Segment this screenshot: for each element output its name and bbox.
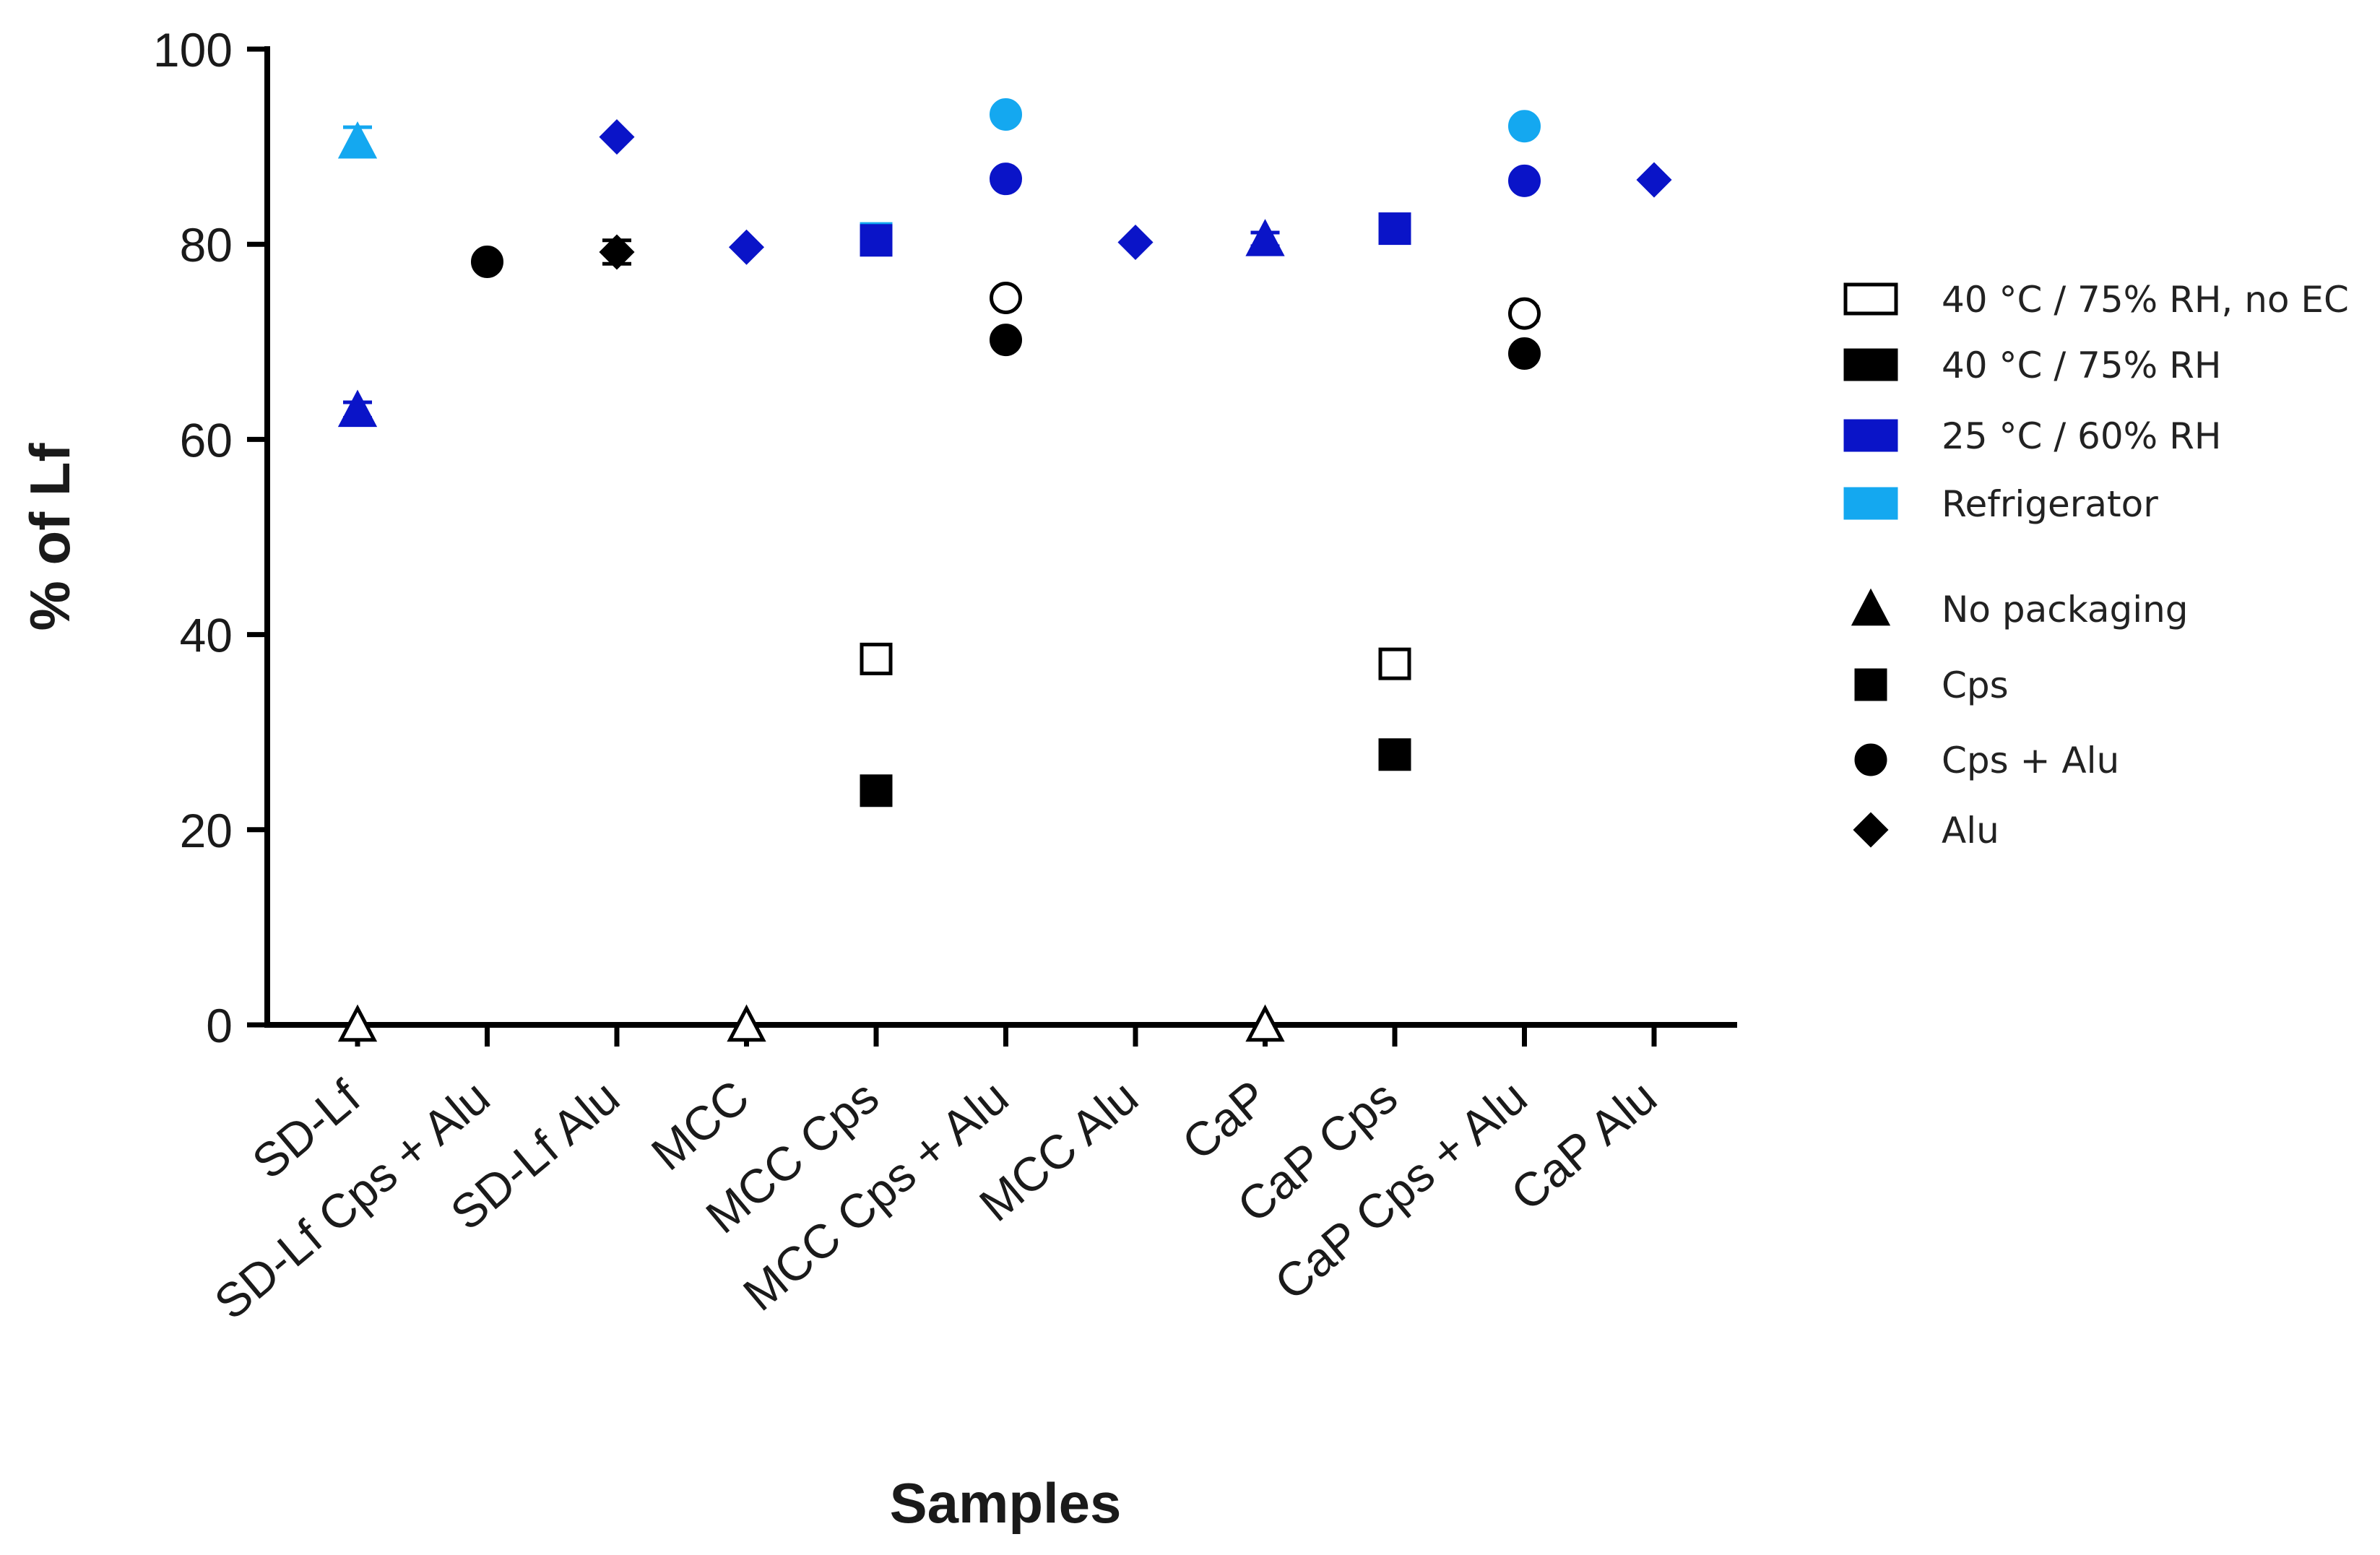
- data-point: [990, 163, 1022, 196]
- legend-label: Cps + Alu: [1942, 740, 2119, 781]
- legend-swatch: [1843, 348, 1898, 381]
- data-point: [728, 229, 765, 265]
- x-axis-title: Samples: [890, 1471, 1122, 1535]
- legend-label: Refrigerator: [1942, 483, 2158, 525]
- data-point: [727, 1004, 766, 1042]
- x-tick-label: CaP Alu: [1501, 1070, 1666, 1221]
- legend-marker-icon: [1853, 812, 1889, 848]
- legend-label: 40 °C / 75% RH: [1942, 345, 2221, 386]
- legend-marker-icon: [1851, 588, 1891, 626]
- data-point: [337, 121, 378, 159]
- legend-marker-icon: [1854, 668, 1887, 701]
- data-point: [990, 324, 1022, 357]
- data-point: [860, 224, 893, 257]
- data-point: [1508, 297, 1541, 330]
- y-tick-label: 20: [180, 804, 233, 857]
- legend-marker-icon: [1854, 743, 1887, 776]
- data-point: [1508, 110, 1541, 143]
- data-point: [1508, 164, 1541, 197]
- legend-label: 25 °C / 60% RH: [1942, 415, 2221, 457]
- data-point: [1245, 219, 1285, 256]
- data-points: [337, 98, 1672, 1042]
- legend-swatch: [1843, 282, 1898, 316]
- legend-swatch: [1843, 419, 1898, 452]
- y-tick-label: 40: [180, 609, 233, 662]
- data-point: [1245, 1004, 1285, 1042]
- data-point: [860, 642, 893, 675]
- data-point: [1378, 212, 1411, 246]
- data-point: [599, 234, 635, 270]
- y-axis-title: % of Lf: [18, 443, 82, 631]
- data-point: [990, 282, 1022, 315]
- legend-label: 40 °C / 75% RH, no EC: [1942, 279, 2349, 321]
- data-point: [337, 1004, 378, 1042]
- legend-label: Cps: [1942, 664, 2009, 706]
- data-point: [1378, 738, 1411, 771]
- y-tick-label: 100: [153, 23, 233, 77]
- data-point: [990, 98, 1022, 131]
- data-point: [860, 774, 893, 807]
- data-point: [1378, 647, 1411, 680]
- legend-swatch: [1843, 487, 1898, 520]
- y-tick-label: 0: [206, 999, 233, 1052]
- legend: 40 °C / 75% RH, no EC 40 °C / 75% RH 25 °C…: [1843, 279, 2349, 852]
- data-point: [471, 246, 503, 279]
- y-tick-label: 60: [180, 413, 233, 467]
- data-point: [1636, 162, 1672, 198]
- data-point: [337, 389, 378, 428]
- y-tick-label: 80: [180, 218, 233, 272]
- legend-label: Alu: [1942, 810, 1999, 852]
- data-point: [1117, 224, 1154, 261]
- x-tick-label: CaP: [1172, 1070, 1278, 1170]
- data-point: [599, 119, 635, 155]
- data-point: [1508, 337, 1541, 371]
- legend-label: No packaging: [1942, 589, 2189, 631]
